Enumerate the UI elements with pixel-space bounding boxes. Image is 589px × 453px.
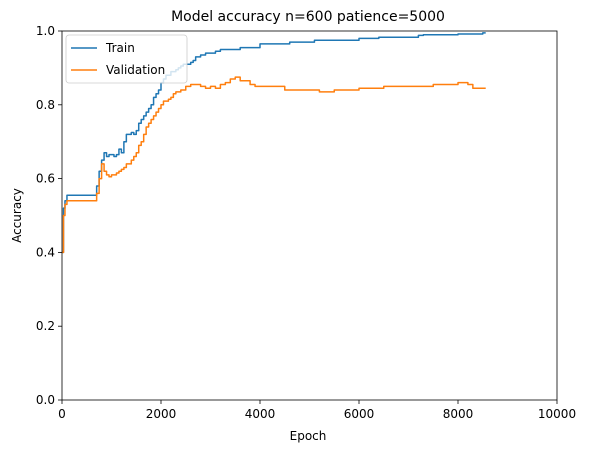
legend-label-train: Train	[105, 41, 135, 55]
chart-title: Model accuracy n=600 patience=5000	[171, 9, 445, 25]
x-tick-label: 8000	[443, 407, 474, 421]
x-axis-ticks: 0 2000 4000 6000 8000 10000	[58, 400, 576, 421]
series-line-validation	[62, 76, 486, 254]
x-tick-label: 4000	[245, 407, 276, 421]
y-axis-label: Accuracy	[10, 188, 24, 243]
x-tick-label: 6000	[344, 407, 375, 421]
plot-frame	[61, 30, 558, 401]
y-tick-label: 0.0	[36, 393, 55, 407]
x-tick-label: 10000	[538, 407, 576, 421]
y-tick-label: 1.0	[36, 24, 55, 38]
y-tick-label: 0.2	[36, 319, 55, 333]
legend: Train Validation	[65, 34, 188, 84]
y-tick-label: 0.4	[36, 245, 55, 259]
plot-background	[62, 31, 557, 400]
y-tick-label: 0.6	[36, 172, 55, 186]
x-tick-label: 0	[58, 407, 66, 421]
legend-label-validation: Validation	[106, 63, 165, 77]
y-axis-ticks: 0.0 0.2 0.4 0.6 0.8 1.0	[36, 24, 62, 407]
x-axis-label: Epoch	[290, 429, 327, 443]
x-tick-label: 2000	[146, 407, 177, 421]
y-tick-label: 0.8	[36, 98, 55, 112]
plot-area	[61, 30, 558, 401]
legend-box	[65, 34, 188, 84]
